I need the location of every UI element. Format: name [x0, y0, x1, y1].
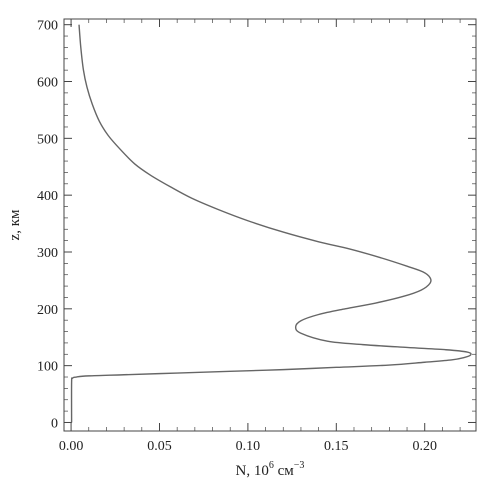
x-tick-label: 0.10: [236, 439, 261, 454]
x-tick-label: 0.05: [147, 439, 172, 454]
x-axis-label-unit-exponent: −3: [294, 460, 305, 471]
x-tick-label: 0.15: [324, 439, 349, 454]
y-axis-label: z, км: [7, 209, 23, 240]
y-tick-labels: 0 100 200 300 400 500 600 700: [37, 19, 58, 432]
x-axis-label-main: N, 10: [236, 463, 269, 479]
x-tick-label: 0.00: [59, 439, 84, 454]
x-axis-label: N, 106 см−3: [236, 460, 305, 479]
tick-marks: [64, 19, 476, 431]
y-tick-label: 400: [37, 189, 58, 204]
y-tick-label: 600: [37, 76, 58, 91]
y-tick-label: 500: [37, 132, 58, 147]
y-tick-label: 300: [37, 246, 58, 261]
y-tick-label: 200: [37, 303, 58, 318]
y-tick-label: 0: [51, 416, 58, 431]
y-tick-label: 700: [37, 19, 58, 34]
y-tick-label: 100: [37, 360, 58, 375]
plot-frame: [63, 18, 477, 432]
x-tick-labels: 0.00 0.05 0.10 0.15 0.20: [59, 439, 437, 454]
series-line: [70, 24, 472, 423]
x-axis-label-unit: см: [274, 463, 294, 479]
x-axis-label-exponent: 6: [269, 460, 274, 471]
x-tick-label: 0.20: [412, 439, 437, 454]
